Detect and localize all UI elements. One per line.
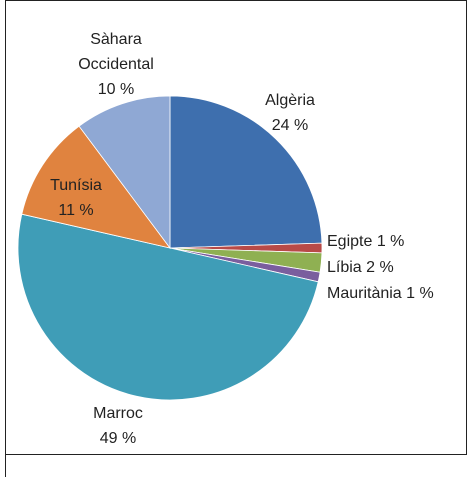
slice-label: Líbia 2 % xyxy=(327,255,394,280)
pie-slice xyxy=(78,95,171,250)
slice-value: 1 % xyxy=(406,285,434,302)
slice-name: Mauritània xyxy=(327,285,402,302)
slice-value: 10 % xyxy=(97,81,135,98)
slice-label: Tunísia 11 % xyxy=(50,173,102,223)
slice-label: Algèria 24 % xyxy=(265,88,315,138)
slice-value: 24 % xyxy=(271,117,309,134)
pie-slice xyxy=(17,213,319,401)
slice-name: Egipte xyxy=(327,233,373,250)
slice-name: Líbia xyxy=(327,259,362,276)
slice-label: Mauritània 1 % xyxy=(327,281,434,306)
slice-name: Algèria xyxy=(265,92,315,109)
slice-label: Egipte 1 % xyxy=(327,229,404,254)
pie-slice xyxy=(21,125,171,249)
slice-value: 1 % xyxy=(376,233,405,250)
slice-label: Sàhara Occidental 10 % xyxy=(68,27,164,102)
slice-value: 2 % xyxy=(366,259,394,276)
slice-label: Marroc 49 % xyxy=(93,401,143,451)
frame xyxy=(5,0,467,455)
pie-slice xyxy=(169,95,323,249)
slice-value: 49 % xyxy=(99,430,137,447)
slice-name: Marroc xyxy=(93,405,143,422)
slice-name: Sàhara Occidental xyxy=(78,31,154,73)
slice-name: Tunísia xyxy=(50,177,102,194)
slice-value: 11 % xyxy=(58,202,94,219)
